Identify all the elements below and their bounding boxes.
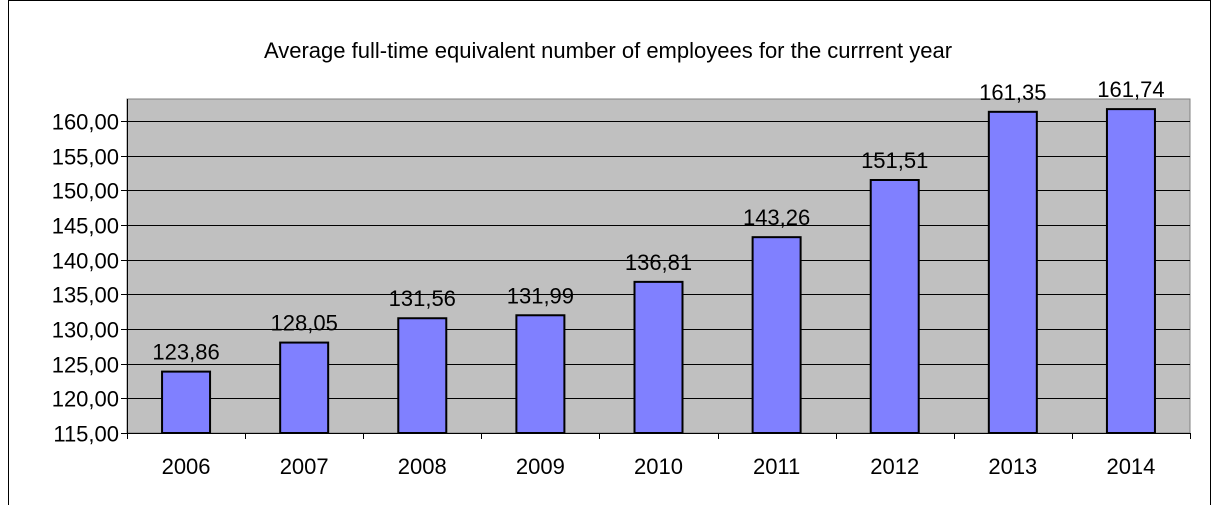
- bar: [1105, 108, 1156, 435]
- x-tick-label: 2006: [162, 454, 211, 479]
- y-tick-label: 120,00: [52, 387, 119, 412]
- y-tick-label: 125,00: [52, 353, 119, 378]
- x-tick-label: 2009: [516, 454, 565, 479]
- data-label: 128,05: [271, 311, 338, 336]
- y-tick-label: 160,00: [52, 110, 119, 135]
- bar: [987, 110, 1038, 435]
- y-tick-label: 135,00: [52, 283, 119, 308]
- x-tick-label: 2010: [634, 454, 683, 479]
- x-tick-label: 2014: [1106, 454, 1155, 479]
- y-tick-label: 150,00: [52, 179, 119, 204]
- bar: [869, 179, 920, 434]
- x-tick-label: 2011: [753, 454, 800, 479]
- data-label: 131,99: [507, 283, 574, 308]
- bar: [161, 370, 212, 434]
- data-label: 136,81: [625, 250, 692, 275]
- x-tick-label: 2013: [988, 454, 1037, 479]
- bar: [397, 317, 448, 435]
- x-tick-label: 2012: [870, 454, 919, 479]
- plot-area: 115,00 120,00 125,00 130,00 135,00 140,00 145,…: [52, 77, 1191, 479]
- x-tick-label: 2008: [398, 454, 447, 479]
- data-label: 131,56: [389, 286, 456, 311]
- y-tick-label: 140,00: [52, 249, 119, 274]
- bar: [515, 314, 566, 434]
- y-tick-label: 155,00: [52, 145, 119, 170]
- bar: [279, 341, 330, 434]
- data-label: 123,86: [152, 340, 219, 365]
- y-tick-label: 115,00: [53, 422, 119, 447]
- x-tick-label: 2007: [280, 454, 329, 479]
- y-tick-label: 130,00: [52, 318, 119, 343]
- bar: [633, 280, 684, 434]
- data-label: 151,51: [861, 148, 928, 173]
- data-label: 161,35: [979, 80, 1046, 105]
- data-label: 143,26: [743, 205, 810, 230]
- bar: [751, 236, 802, 434]
- y-tick-label: 145,00: [52, 214, 119, 239]
- data-label: 161,74: [1097, 77, 1164, 102]
- chart-title: Average full-time equivalent number of e…: [264, 38, 952, 63]
